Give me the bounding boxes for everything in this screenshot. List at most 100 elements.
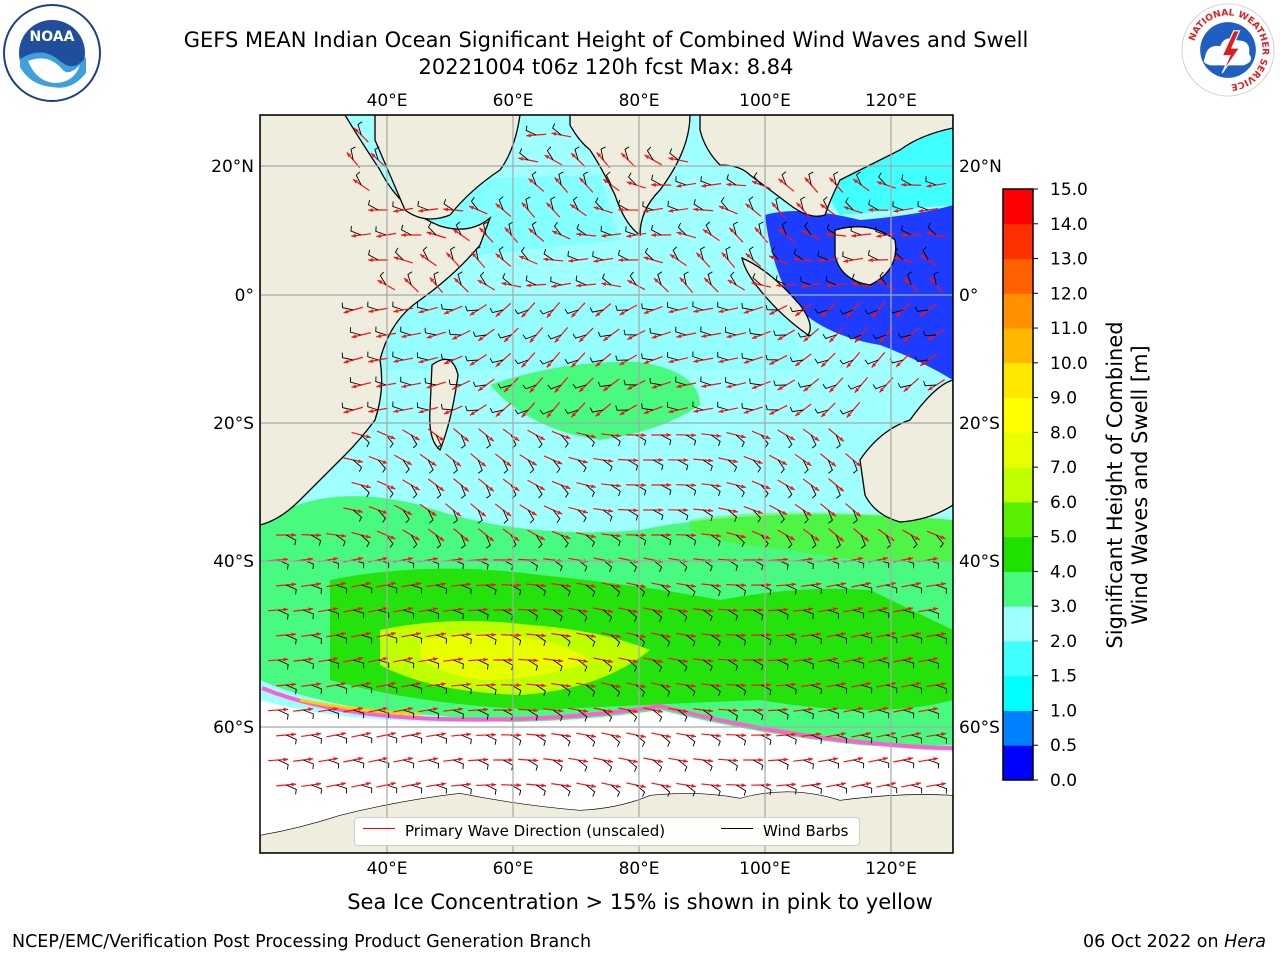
wave-direction-arrowhead — [521, 312, 527, 318]
wave-direction-arrowhead — [816, 732, 822, 737]
colorbar-segment — [1003, 362, 1033, 399]
wave-direction-arrowhead — [464, 486, 469, 492]
wave-direction-arrowhead — [491, 732, 497, 737]
chart-subtitle: 20221004 t06z 120h fcst Max: 8.84 — [418, 55, 794, 79]
wave-direction-arrowhead — [741, 733, 747, 738]
wave-direction-arrowhead — [483, 757, 489, 762]
wind-barb — [928, 709, 940, 719]
wave-direction-arrowhead — [691, 583, 697, 588]
wave-direction-arrowhead — [291, 682, 297, 687]
wave-direction-arrowhead — [595, 361, 601, 367]
wave-direction-arrowhead — [541, 583, 547, 588]
wave-direction-arrowhead — [439, 486, 445, 491]
wind-barb — [922, 246, 929, 261]
colorbar-segment — [1003, 536, 1033, 572]
wave-direction-arrowhead — [579, 177, 585, 183]
wind-barb — [879, 271, 887, 286]
wind-barb — [726, 174, 737, 186]
wind-barb — [440, 303, 454, 311]
wave-direction-arrowhead — [443, 310, 449, 314]
wave-direction-arrowhead — [643, 310, 649, 314]
wave-direction-arrowhead — [541, 783, 547, 788]
wind-barb — [717, 401, 729, 411]
wind-barb — [710, 634, 721, 647]
wave-direction-arrowhead — [558, 658, 564, 663]
wind-barb — [822, 196, 829, 211]
wave-direction-arrowhead — [439, 436, 445, 441]
colorbar-label-line1: Significant Height of Combined — [1103, 321, 1127, 649]
wave-direction-arrowhead — [941, 782, 947, 787]
wind-barb — [550, 276, 562, 286]
footer-host: Hera — [1224, 932, 1266, 952]
wind-barb — [303, 609, 314, 620]
wind-barb — [894, 247, 904, 261]
wave-direction-arrowhead — [566, 583, 572, 588]
wave-direction-arrowhead — [891, 681, 896, 686]
wind-barb — [651, 174, 662, 186]
wind-barb — [510, 634, 522, 646]
wind-barb — [692, 401, 704, 411]
wave-direction-arrowhead — [821, 362, 826, 368]
wind-barb — [835, 484, 841, 499]
wind-barb — [627, 759, 638, 772]
wind-barb — [577, 509, 587, 523]
wave-direction-arrowhead — [718, 206, 724, 210]
land-australia — [859, 379, 953, 523]
wind-barb — [589, 307, 604, 313]
wind-barb — [847, 334, 862, 340]
wind-barb — [286, 784, 297, 795]
wind-barb — [627, 509, 639, 521]
wind-barb — [402, 459, 410, 474]
wind-barb — [602, 659, 613, 672]
wind-barb — [752, 459, 762, 473]
wave-direction-arrowhead — [758, 708, 764, 712]
wave-direction-arrowhead — [679, 277, 685, 283]
wave-direction-arrowhead — [483, 657, 489, 662]
wind-barb — [436, 634, 448, 644]
wind-barb — [435, 484, 442, 499]
wind-barb — [478, 659, 489, 670]
wind-barb — [427, 459, 434, 474]
wind-barb — [727, 559, 739, 571]
wave-direction-arrowhead — [708, 708, 714, 713]
wave-direction-arrowhead — [443, 207, 448, 212]
wind-barb — [629, 271, 637, 286]
wind-barb — [378, 609, 390, 619]
wave-direction-arrowhead — [341, 732, 347, 736]
wave-direction-arrowhead — [856, 511, 861, 517]
wave-direction-arrowhead — [701, 334, 707, 338]
wave-direction-arrowhead — [565, 485, 571, 489]
wind-barb — [623, 379, 637, 386]
wave-direction-arrowhead — [619, 411, 625, 416]
wave-direction-arrowhead — [633, 659, 638, 664]
wind-barb — [765, 304, 779, 311]
wind-barb — [465, 405, 479, 412]
wave-direction-arrowhead — [391, 731, 396, 736]
wave-direction-arrowhead — [489, 536, 494, 542]
wave-direction-arrowhead — [914, 536, 920, 540]
wind-barb — [864, 359, 879, 365]
wind-barb — [564, 309, 579, 314]
wave-direction-arrowhead — [891, 781, 896, 786]
wave-direction-arrowhead — [933, 557, 939, 561]
wind-barb — [572, 333, 587, 339]
wind-barb — [777, 459, 785, 474]
wind-barb — [610, 434, 621, 447]
wind-barb — [700, 326, 712, 336]
wave-direction-arrowhead — [583, 758, 589, 763]
wind-barb — [615, 305, 629, 311]
wind-barb — [410, 434, 418, 449]
wave-direction-arrowhead — [704, 277, 709, 283]
colorbar-segment — [1003, 189, 1033, 225]
wind-barb — [585, 434, 595, 448]
wind-barb — [903, 609, 915, 619]
wind-barb — [535, 434, 543, 449]
wind-barb — [377, 509, 386, 523]
wave-direction-arrowhead — [341, 533, 347, 538]
wave-direction-arrowhead — [816, 632, 822, 637]
wave-direction-arrowhead — [708, 458, 714, 463]
wind-barb — [286, 734, 297, 745]
wind-barb — [486, 584, 497, 595]
wave-direction-arrowhead — [666, 584, 672, 588]
wind-barb — [436, 784, 448, 794]
